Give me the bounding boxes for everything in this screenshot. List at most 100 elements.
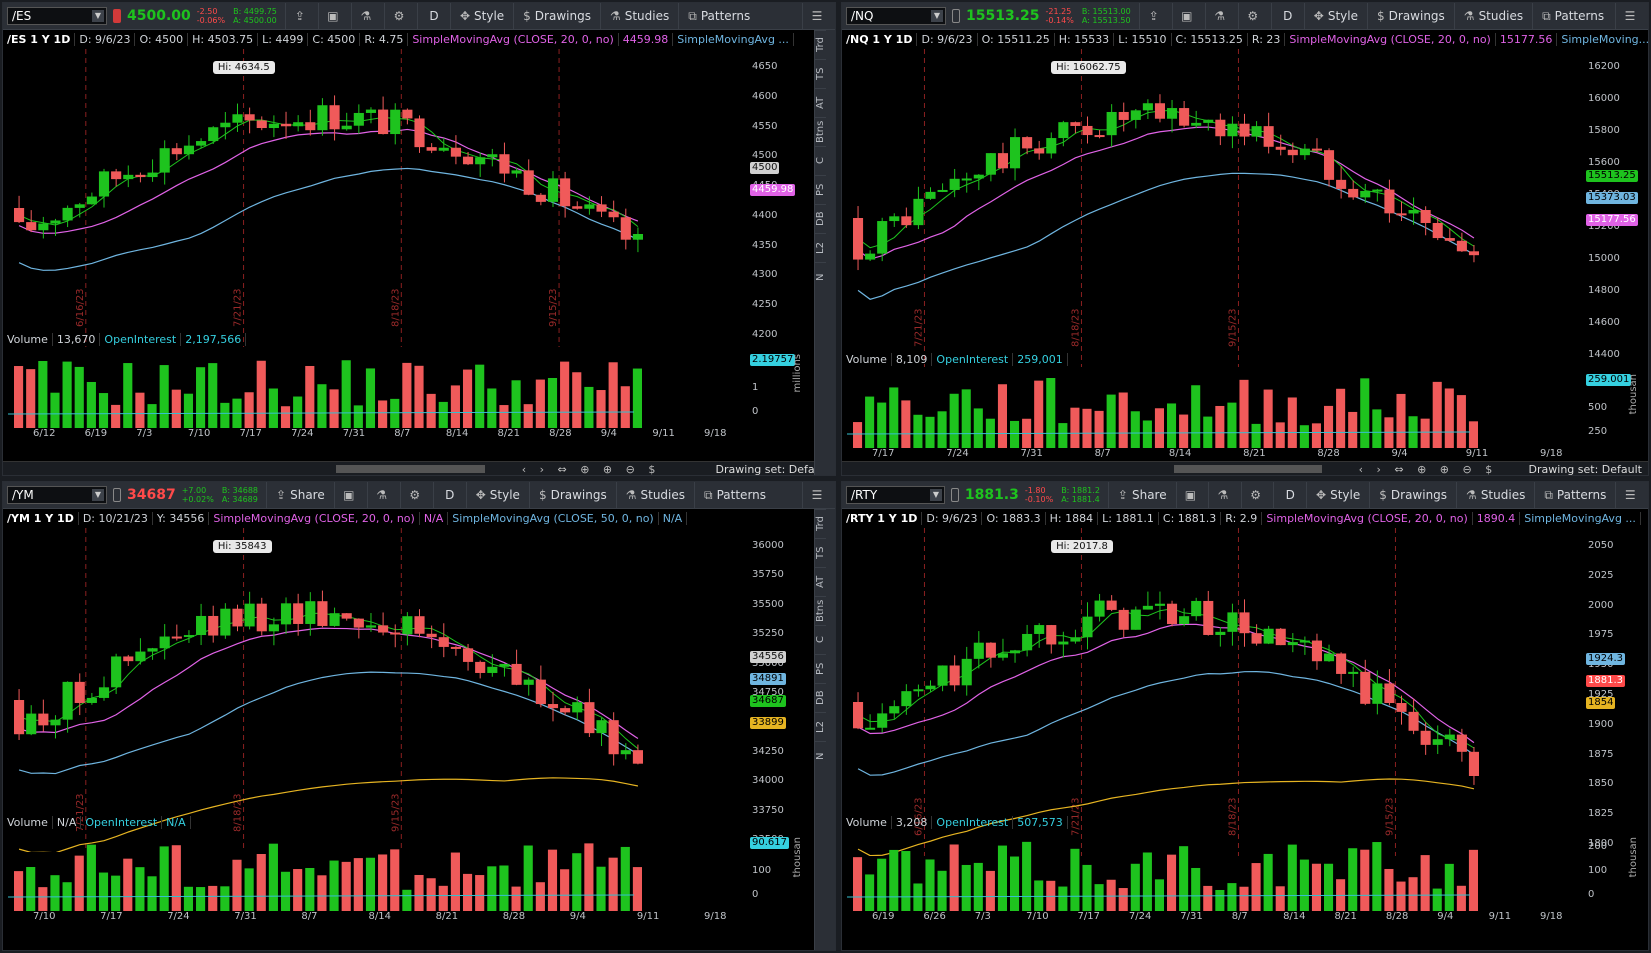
style-button[interactable]: ✥ Style bbox=[465, 482, 529, 508]
share-button[interactable]: ⇪ Share bbox=[266, 482, 334, 508]
flask-button[interactable]: ⚗ bbox=[1204, 3, 1238, 29]
symbol-input[interactable]: /RTY ▼ bbox=[846, 486, 945, 504]
scroll-thumb[interactable] bbox=[1174, 465, 1322, 473]
gear-button[interactable]: ⚙ bbox=[1240, 482, 1274, 508]
patterns-button[interactable]: ⧉ Patterns bbox=[694, 482, 775, 508]
sma2-label[interactable]: SimpleMovingAvg ... bbox=[1520, 511, 1641, 525]
patterns-button[interactable]: ⧉ Patterns bbox=[1534, 482, 1615, 508]
studies-button[interactable]: ⚗ Studies bbox=[1453, 3, 1532, 29]
sma1-label[interactable]: SimpleMovingAvg (CLOSE, 20, 0, no) bbox=[1285, 32, 1496, 46]
menu-button[interactable]: ☰ bbox=[1615, 482, 1648, 508]
side-tab-l2[interactable]: L2 bbox=[815, 712, 826, 741]
grid-button[interactable]: ▣ bbox=[333, 482, 367, 508]
studies-button[interactable]: ⚗ Studies bbox=[615, 482, 694, 508]
side-tab-db[interactable]: DB bbox=[815, 683, 826, 712]
zoom-controls[interactable]: ‹ › ⇔ ⊕ ⊕ ⊖ $ bbox=[521, 462, 661, 476]
sma1-label[interactable]: SimpleMovingAvg (CLOSE, 20, 0, no) bbox=[408, 32, 619, 46]
drawing-set-label[interactable]: Drawing set: Default bbox=[715, 462, 829, 476]
scroll-thumb[interactable] bbox=[336, 465, 485, 473]
sma1-label[interactable]: SimpleMovingAvg (CLOSE, 20, 0, no) bbox=[1262, 511, 1473, 525]
side-tab-n[interactable]: N bbox=[815, 741, 826, 770]
flask-button[interactable]: ⚗ bbox=[366, 482, 400, 508]
sma1-label[interactable]: SimpleMovingAvg (CLOSE, 20, 0, no) bbox=[209, 511, 420, 525]
side-tab-at[interactable]: AT bbox=[815, 567, 826, 596]
volume-bar bbox=[596, 390, 606, 428]
side-tab-ts[interactable]: TS bbox=[815, 59, 826, 88]
chevron-down-icon[interactable]: ▼ bbox=[931, 10, 943, 22]
sma2-label[interactable]: SimpleMovingAvg ... bbox=[673, 32, 794, 46]
price-chart[interactable]: 7/21/23 8/18/23 9/15/23 bbox=[842, 49, 1580, 367]
volume-chart[interactable] bbox=[3, 831, 744, 911]
side-tab-l2[interactable]: L2 bbox=[815, 233, 826, 262]
drawings-button[interactable]: $ Drawings bbox=[513, 3, 600, 29]
volume-chart[interactable] bbox=[3, 348, 744, 428]
lock-icon[interactable] bbox=[113, 488, 121, 502]
side-tab-trd[interactable]: Trd bbox=[815, 509, 826, 538]
sma2-label[interactable]: SimpleMoving... bbox=[1557, 33, 1648, 46]
side-tab-ps[interactable]: PS bbox=[815, 654, 826, 683]
grid-button[interactable]: ▣ bbox=[317, 3, 351, 29]
side-tab-btns[interactable]: Btns bbox=[815, 117, 826, 146]
grid-button[interactable]: ▣ bbox=[1175, 482, 1209, 508]
sma2-label[interactable]: SimpleMovingAvg (CLOSE, 50, 0, no) bbox=[448, 511, 659, 525]
style-button[interactable]: ✥ Style bbox=[449, 3, 513, 29]
share-button[interactable]: ⇪ bbox=[1138, 3, 1172, 29]
side-tab-c[interactable]: C bbox=[815, 146, 826, 175]
drawing-set-label[interactable]: Drawing set: Default bbox=[1528, 462, 1642, 476]
chart-scrollbar[interactable]: ‹ › ⇔ ⊕ ⊕ ⊖ $ Drawing set: Default bbox=[3, 461, 835, 476]
zoom-controls[interactable]: ‹ › ⇔ ⊕ ⊕ ⊖ $ bbox=[1358, 462, 1498, 476]
studies-button[interactable]: ⚗ Studies bbox=[599, 3, 678, 29]
lock-icon[interactable] bbox=[950, 488, 959, 502]
flask-button[interactable]: ⚗ bbox=[1208, 482, 1241, 508]
open-interest-label[interactable]: OpenInterest bbox=[81, 815, 163, 829]
chevron-down-icon[interactable]: ▼ bbox=[92, 10, 104, 22]
price-chart[interactable]: 6/16/23 7/21/23 8/18/23 9/15/23 bbox=[842, 528, 1580, 856]
lock-icon[interactable] bbox=[113, 9, 121, 23]
volume-chart[interactable] bbox=[842, 368, 1580, 448]
side-tab-ts[interactable]: TS bbox=[815, 538, 826, 567]
grid-button[interactable]: ▣ bbox=[1171, 3, 1205, 29]
menu-button[interactable]: ☰ bbox=[802, 3, 835, 29]
open-interest-label[interactable]: OpenInterest bbox=[100, 332, 182, 346]
symbol-input[interactable]: /NQ ▼ bbox=[846, 7, 946, 25]
flask-button[interactable]: ⚗ bbox=[350, 3, 384, 29]
gear-button[interactable]: ⚙ bbox=[383, 3, 417, 29]
share-button[interactable]: ⇪ Share bbox=[1107, 482, 1176, 508]
open-interest-label[interactable]: OpenInterest bbox=[932, 815, 1014, 829]
style-button[interactable]: ✥ Style bbox=[1303, 3, 1367, 29]
menu-button[interactable]: ☰ bbox=[802, 482, 835, 508]
side-tab-db[interactable]: DB bbox=[815, 204, 826, 233]
volume-chart[interactable] bbox=[842, 831, 1580, 911]
drawings-button[interactable]: $ Drawings bbox=[528, 482, 616, 508]
chart-scrollbar[interactable]: ‹ › ⇔ ⊕ ⊕ ⊖ $ Drawing set: Default bbox=[842, 461, 1648, 476]
style-button[interactable]: ✥ Style bbox=[1306, 482, 1369, 508]
price-chart[interactable]: 6/16/23 7/21/23 8/18/23 9/15/23 bbox=[3, 49, 744, 347]
gear-button[interactable]: ⚙ bbox=[399, 482, 433, 508]
aggregation-label: D bbox=[1283, 9, 1293, 23]
patterns-button[interactable]: ⧉ Patterns bbox=[1532, 3, 1613, 29]
symbol-input[interactable]: /ES ▼ bbox=[7, 7, 107, 25]
share-button[interactable]: ⇪ bbox=[284, 3, 318, 29]
aggregation-button[interactable]: D bbox=[416, 3, 450, 29]
aggregation-button[interactable]: D bbox=[1273, 482, 1306, 508]
gear-button[interactable]: ⚙ bbox=[1237, 3, 1271, 29]
price-chart[interactable]: 7/21/23 8/18/23 9/15/23 bbox=[3, 528, 744, 852]
patterns-button[interactable]: ⧉ Patterns bbox=[678, 3, 759, 29]
symbol-input[interactable]: /YM ▼ bbox=[7, 486, 107, 504]
chevron-down-icon[interactable]: ▼ bbox=[929, 489, 942, 501]
side-tab-trd[interactable]: Trd bbox=[815, 30, 826, 59]
chevron-down-icon[interactable]: ▼ bbox=[92, 489, 104, 501]
lock-icon[interactable] bbox=[952, 9, 960, 23]
aggregation-button[interactable]: D bbox=[1270, 3, 1304, 29]
menu-button[interactable]: ☰ bbox=[1615, 3, 1648, 29]
studies-button[interactable]: ⚗ Studies bbox=[1456, 482, 1534, 508]
open-interest-label[interactable]: OpenInterest bbox=[932, 352, 1014, 366]
side-tab-at[interactable]: AT bbox=[815, 88, 826, 117]
side-tab-c[interactable]: C bbox=[815, 625, 826, 654]
aggregation-button[interactable]: D bbox=[432, 482, 466, 508]
drawings-button[interactable]: $ Drawings bbox=[1367, 3, 1454, 29]
side-tab-n[interactable]: N bbox=[815, 262, 826, 291]
drawings-button[interactable]: $ Drawings bbox=[1369, 482, 1456, 508]
side-tab-btns[interactable]: Btns bbox=[815, 596, 826, 625]
side-tab-ps[interactable]: PS bbox=[815, 175, 826, 204]
